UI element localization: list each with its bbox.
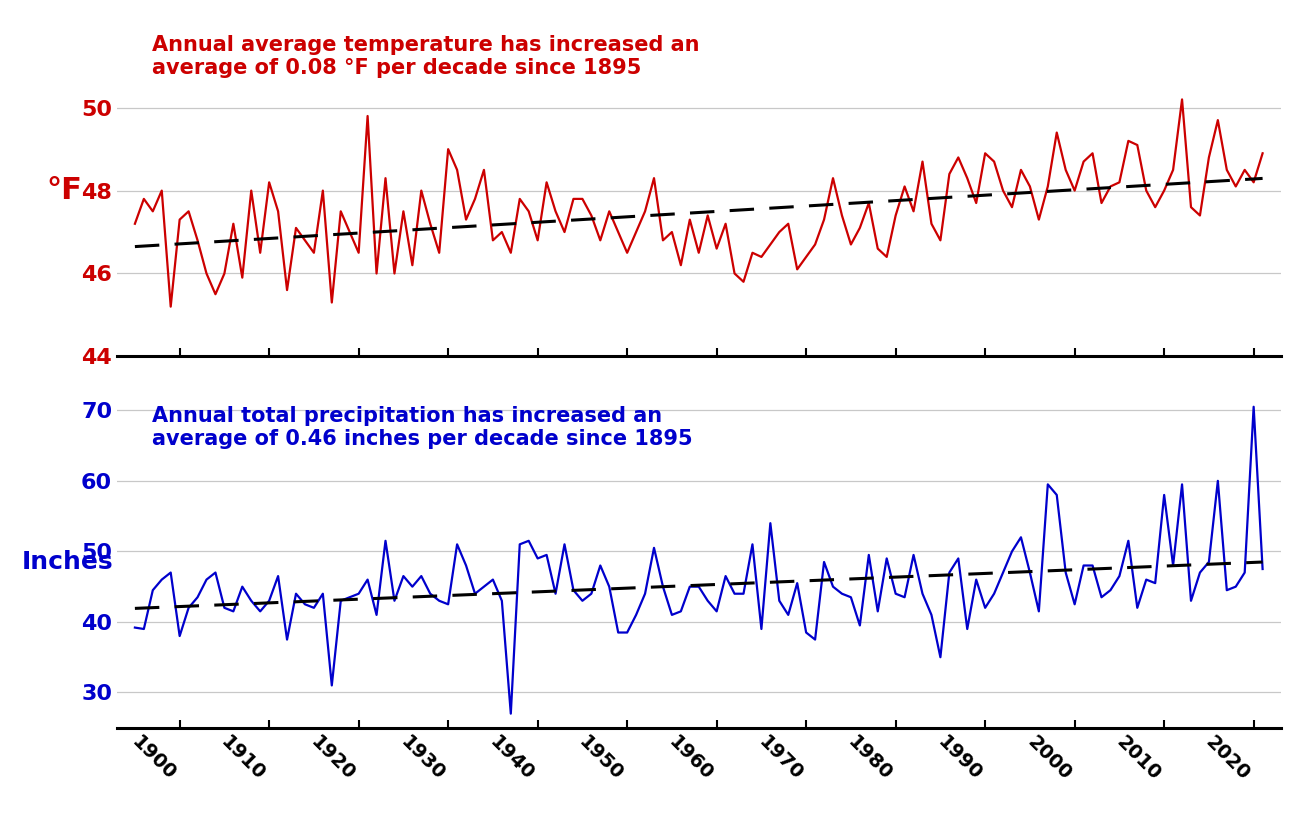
Y-axis label: °F: °F [47, 176, 82, 205]
Text: Annual average temperature has increased an
average of 0.08 °F per decade since : Annual average temperature has increased… [152, 35, 699, 78]
Y-axis label: Inches: Inches [21, 550, 113, 574]
Text: Annual total precipitation has increased an
average of 0.46 inches per decade si: Annual total precipitation has increased… [152, 406, 693, 449]
